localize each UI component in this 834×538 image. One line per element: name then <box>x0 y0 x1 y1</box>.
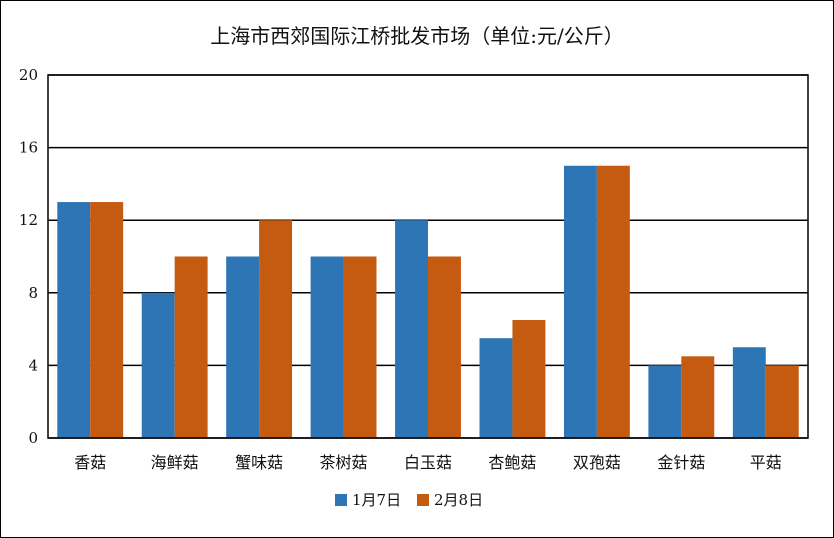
bar <box>226 256 260 438</box>
x-tick-label: 茶树菇 <box>320 453 368 472</box>
bar <box>395 220 428 438</box>
legend-label: 1月7日 <box>352 491 401 509</box>
bars <box>57 165 799 438</box>
bar <box>310 256 344 438</box>
axes <box>47 74 809 439</box>
bar <box>596 165 630 438</box>
x-tick-label: 蟹味菇 <box>235 453 283 472</box>
legend: 1月7日 2月8日 <box>335 491 483 509</box>
bar <box>428 256 461 438</box>
y-tick-label: 8 <box>28 284 38 302</box>
x-tick-label: 平菇 <box>750 453 782 472</box>
bar <box>141 292 175 438</box>
bar <box>563 165 597 438</box>
bar <box>259 220 293 438</box>
x-tick-labels: 香菇 海鲜菇 蟹味菇 茶树菇 白玉菇 杏鲍菇 双孢菇 金针菇 平菇 <box>74 453 782 472</box>
bar <box>732 347 766 438</box>
x-tick-label: 香菇 <box>74 453 106 472</box>
x-tick-label: 金针菇 <box>657 453 705 472</box>
bar <box>57 202 91 438</box>
bar <box>479 338 513 438</box>
legend-label: 2月8日 <box>434 491 483 509</box>
y-tick-label: 20 <box>19 66 38 84</box>
y-tick-label: 4 <box>28 356 38 374</box>
legend-swatch <box>417 494 429 506</box>
bar <box>174 256 208 438</box>
x-tick-label: 杏鲍菇 <box>488 453 536 472</box>
bar <box>648 365 682 438</box>
bar <box>681 356 715 438</box>
x-tick-label: 白玉菇 <box>404 453 452 472</box>
x-tick-label: 双孢菇 <box>573 453 621 472</box>
y-tick-label: 16 <box>19 139 38 157</box>
bar <box>90 202 124 438</box>
plot-border <box>47 74 809 439</box>
legend-swatch <box>335 494 347 506</box>
x-tick-label: 海鲜菇 <box>151 453 199 472</box>
y-tick-label: 12 <box>19 211 38 229</box>
bar <box>343 256 377 438</box>
y-tick-labels: 0 4 8 12 16 20 <box>19 66 38 447</box>
y-tick-label: 0 <box>28 429 38 447</box>
bar <box>512 320 546 438</box>
bar <box>765 365 799 438</box>
chart-title: 上海市西郊国际江桥批发市场（单位:元/公斤） <box>210 24 623 48</box>
